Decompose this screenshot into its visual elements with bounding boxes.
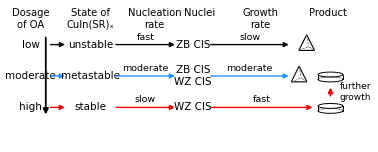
Text: Product: Product	[308, 8, 347, 18]
Text: stable: stable	[74, 102, 106, 112]
Text: fast: fast	[136, 33, 154, 42]
Text: moderate: moderate	[122, 64, 169, 73]
Text: Dosage
of OA: Dosage of OA	[12, 8, 50, 30]
Text: Nuclei: Nuclei	[184, 8, 215, 18]
Text: low: low	[22, 40, 40, 50]
Text: State of
CuIn(SR)ₓ: State of CuIn(SR)ₓ	[67, 8, 114, 30]
Text: fast: fast	[253, 95, 271, 104]
Text: WZ CIS: WZ CIS	[174, 102, 212, 112]
Text: metastable: metastable	[61, 71, 120, 81]
Text: high: high	[19, 102, 42, 112]
Text: Growth
rate: Growth rate	[242, 8, 278, 30]
Text: moderate: moderate	[226, 64, 273, 73]
Text: ZB CIS
WZ CIS: ZB CIS WZ CIS	[174, 65, 212, 87]
Text: slow: slow	[135, 95, 156, 104]
Text: slow: slow	[239, 33, 260, 42]
Text: ZB CIS: ZB CIS	[176, 40, 210, 50]
Text: further
growth: further growth	[340, 82, 372, 102]
Text: unstable: unstable	[68, 40, 113, 50]
Text: moderate: moderate	[5, 71, 56, 81]
Text: Nucleation
rate: Nucleation rate	[128, 8, 181, 30]
